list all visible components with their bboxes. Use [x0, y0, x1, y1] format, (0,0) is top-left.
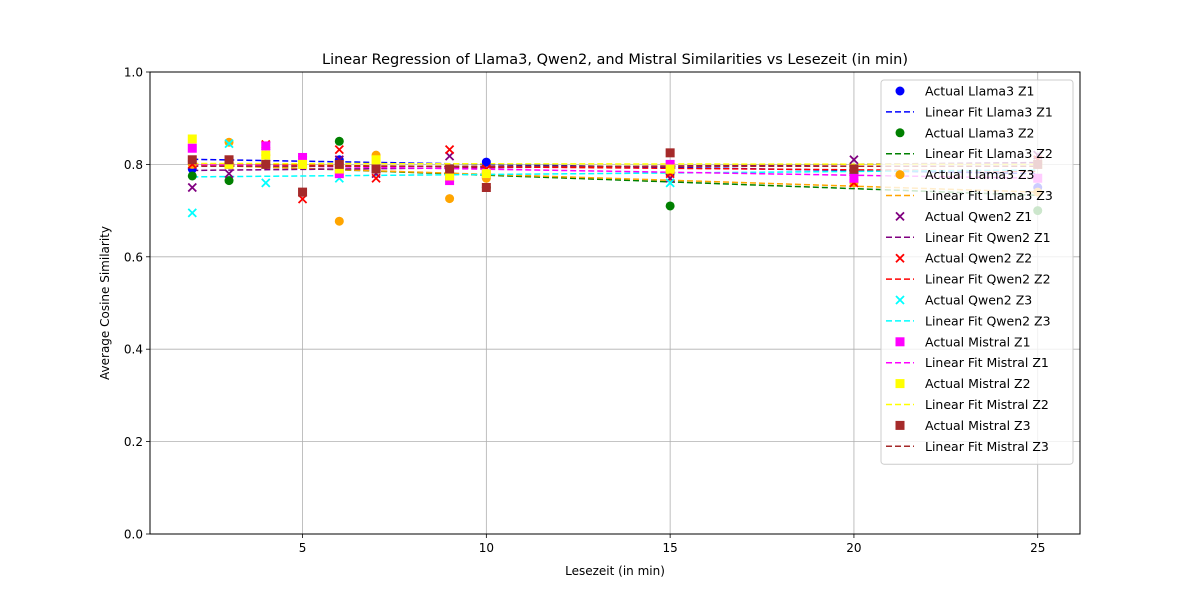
y-tick-label: 0.2	[124, 435, 143, 449]
data-point-qwen2-z1	[187, 182, 197, 193]
data-point-qwen2-z3	[665, 178, 675, 188]
legend-label: Linear Fit Qwen2 Z2	[925, 272, 1051, 287]
y-tick-label: 0.0	[124, 528, 143, 542]
x-tick-label: 15	[662, 541, 677, 555]
data-point-mistral-z2	[334, 164, 344, 174]
series-points-mistral-z3	[187, 148, 1043, 197]
legend-label: Actual Mistral Z2	[925, 376, 1031, 391]
data-point-mistral-z2	[224, 159, 234, 169]
x-tick-label: 20	[846, 541, 861, 555]
legend-label: Actual Qwen2 Z1	[925, 209, 1032, 224]
y-tick-label: 0.8	[124, 158, 143, 172]
legend-label: Actual Mistral Z3	[925, 418, 1031, 433]
data-point-mistral-z1	[849, 173, 859, 183]
data-point-mistral-z2	[187, 134, 197, 144]
legend-marker-llama3-z3	[895, 170, 905, 180]
data-point-mistral-z1	[187, 143, 197, 153]
legend-marker-llama3-z2	[895, 128, 905, 138]
data-point-llama3-z2	[224, 176, 234, 186]
data-point-mistral-z2	[445, 171, 455, 181]
legend-marker-mistral-z1	[895, 337, 905, 347]
data-point-mistral-z3	[298, 187, 308, 197]
legend-label: Actual Qwen2 Z3	[925, 293, 1032, 308]
y-tick-label: 0.4	[124, 343, 143, 357]
y-tick-label: 0.6	[124, 250, 143, 264]
legend-label: Actual Mistral Z1	[925, 334, 1031, 349]
data-point-llama3-z3	[334, 216, 344, 226]
legend-label: Actual Llama3 Z3	[925, 167, 1035, 182]
legend-marker-qwen2-z3	[895, 295, 905, 305]
x-tick-label: 5	[299, 541, 307, 555]
legend-marker-qwen2-z2	[895, 253, 905, 263]
data-point-mistral-z2	[298, 159, 308, 169]
x-axis-label: Lesezeit (in min)	[565, 564, 665, 578]
data-point-qwen2-z1	[849, 155, 859, 165]
data-point-mistral-z2	[261, 150, 271, 160]
data-point-mistral-z3	[261, 159, 271, 169]
data-point-qwen2-z3	[187, 208, 197, 218]
legend-marker-mistral-z2	[895, 379, 905, 389]
legend-box	[880, 79, 1074, 465]
legend-label: Linear Fit Llama3 Z2	[925, 146, 1053, 161]
data-point-mistral-z3	[187, 155, 197, 165]
legend-label: Linear Fit Llama3 Z3	[925, 188, 1053, 203]
legend-marker-mistral-z3	[895, 420, 905, 430]
legend-label: Linear Fit Qwen2 Z1	[925, 230, 1051, 245]
data-point-llama3-z3	[445, 194, 455, 204]
legend-label: Linear Fit Mistral Z3	[925, 439, 1049, 454]
data-point-mistral-z1	[445, 176, 455, 186]
data-point-llama3-z3	[224, 137, 234, 147]
legend-label: Linear Fit Llama3 Z1	[925, 104, 1053, 119]
data-point-mistral-z3	[481, 183, 491, 192]
data-point-llama3-z2	[187, 171, 197, 181]
data-point-mistral-z3	[665, 148, 675, 158]
data-point-mistral-z2	[371, 155, 381, 165]
data-point-qwen2-z2	[371, 173, 381, 183]
y-tick-label: 1.0	[124, 66, 143, 80]
data-point-qwen2-z2	[334, 144, 344, 155]
data-point-qwen2-z3	[224, 138, 234, 149]
data-point-llama3-z2	[665, 201, 675, 211]
data-point-mistral-z3	[224, 155, 234, 165]
chart-title: Linear Regression of Llama3, Qwen2, and …	[322, 52, 908, 68]
y-axis-label: Average Cosine Similarity	[98, 226, 112, 380]
data-point-mistral-z1	[298, 152, 308, 162]
data-point-mistral-z2	[481, 169, 491, 179]
data-point-qwen2-z3	[261, 178, 271, 188]
legend-label: Linear Fit Qwen2 Z3	[925, 313, 1051, 328]
legend: Actual Llama3 Z1 Linear Fit Llama3 Z1 Actu…	[880, 79, 1074, 465]
legend-marker-qwen2-z1	[895, 211, 905, 222]
data-point-mistral-z1	[665, 159, 675, 169]
legend-label: Linear Fit Mistral Z1	[925, 355, 1049, 370]
data-point-qwen2-z2	[444, 144, 455, 155]
legend-label: Actual Llama3 Z2	[925, 125, 1035, 140]
plot-frame	[149, 71, 1081, 535]
legend-marker-llama3-z1	[895, 86, 905, 96]
data-point-llama3-z1	[481, 157, 491, 167]
legend-label: Linear Fit Mistral Z2	[925, 397, 1049, 412]
data-point-mistral-z1	[261, 141, 271, 151]
data-point-qwen2-z1	[224, 169, 234, 179]
data-point-mistral-z3	[371, 164, 381, 174]
data-point-llama3-z2	[334, 136, 344, 146]
legend-label: Actual Llama3 Z1	[925, 84, 1035, 99]
data-point-mistral-z2	[665, 164, 675, 174]
data-point-mistral-z3	[334, 159, 344, 169]
legend-label: Actual Qwen2 Z2	[925, 251, 1032, 266]
data-point-mistral-z3	[849, 164, 859, 174]
axis-ticks: 5 10 15 20 25 0.0 0.2 0.4 0.6 0.8 1.0	[124, 66, 1045, 556]
x-tick-label: 10	[479, 541, 494, 555]
data-point-mistral-z1	[334, 169, 344, 179]
x-tick-label: 25	[1030, 541, 1045, 555]
data-point-mistral-z3	[445, 164, 455, 174]
